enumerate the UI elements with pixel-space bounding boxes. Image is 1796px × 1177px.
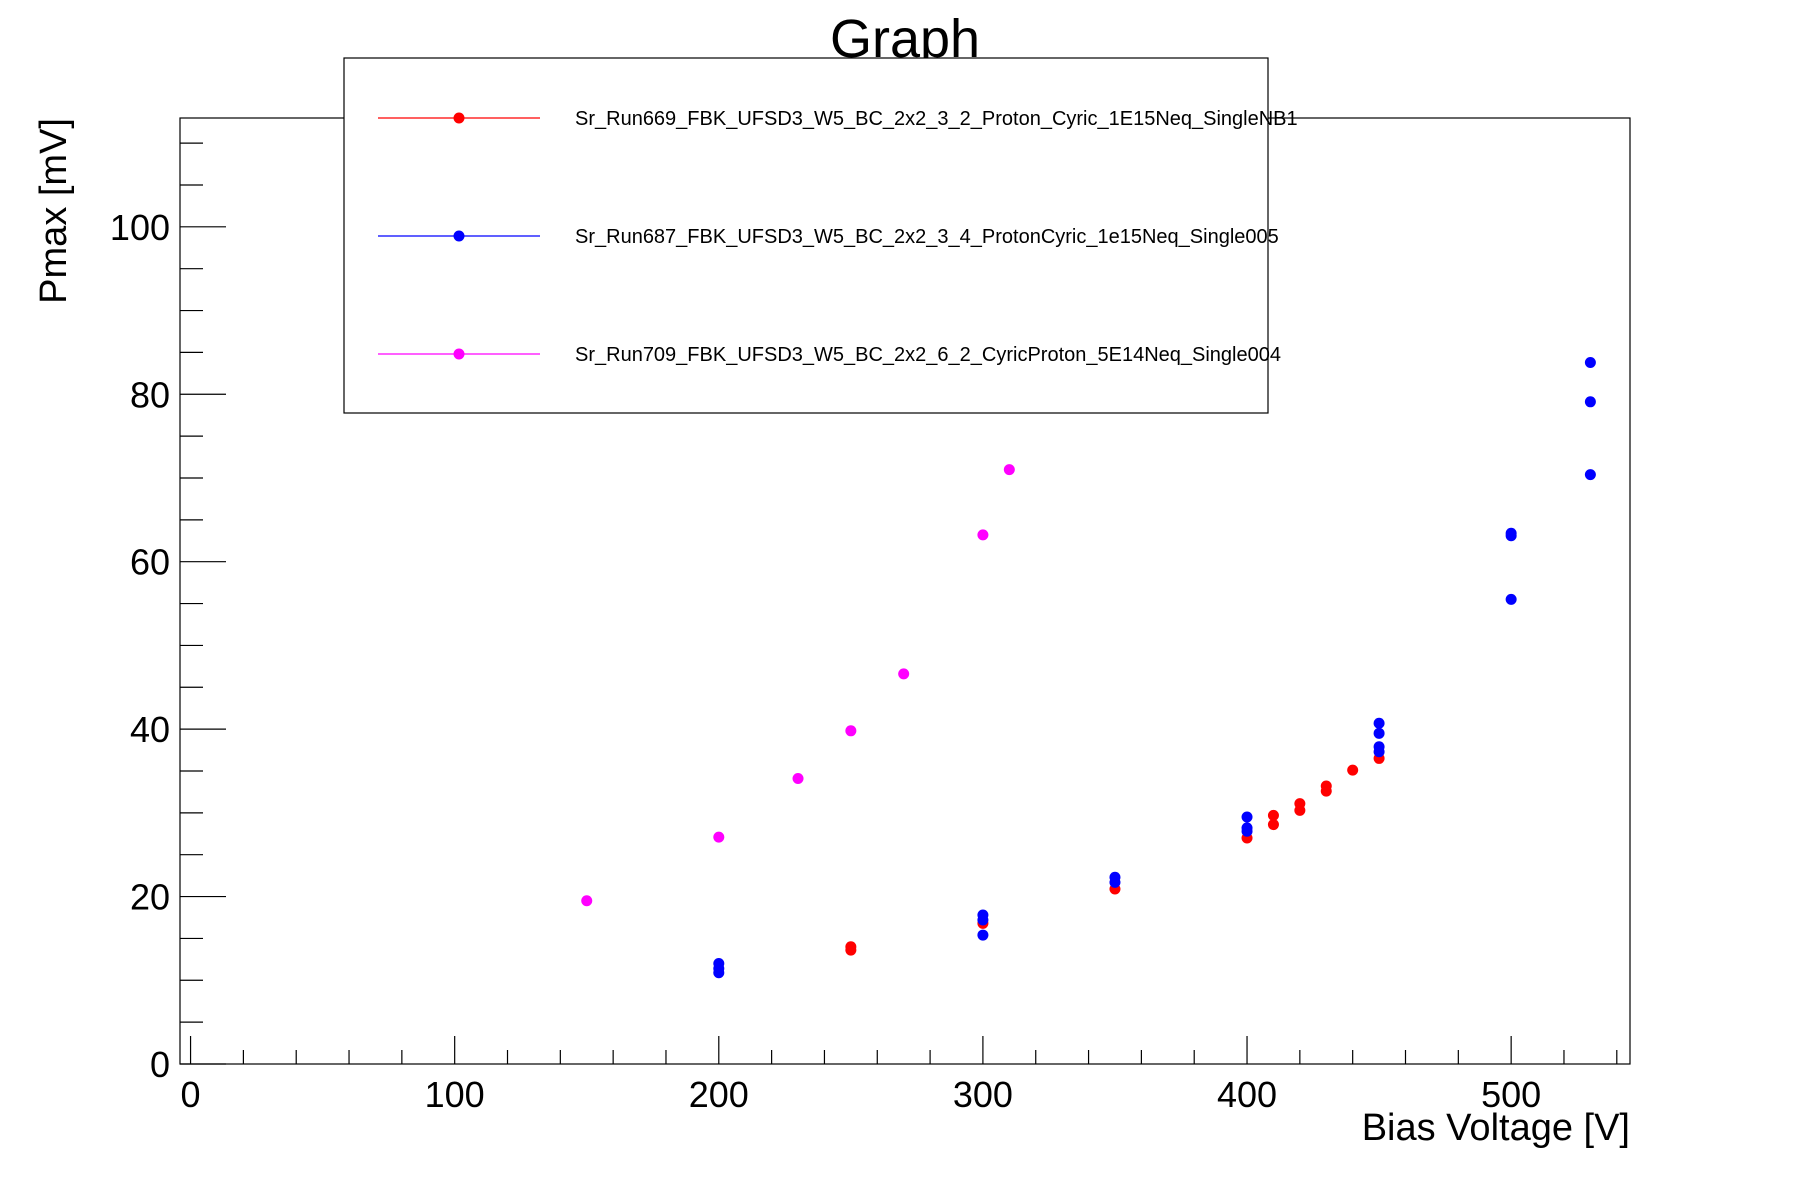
data-point-series-1 bbox=[1320, 785, 1332, 797]
data-point-series-3 bbox=[792, 773, 804, 785]
data-point-series-2 bbox=[1584, 356, 1596, 368]
data-point-series-3 bbox=[581, 895, 593, 907]
y-tick-label: 20 bbox=[130, 877, 170, 918]
data-point-series-1 bbox=[845, 944, 857, 956]
legend-marker bbox=[453, 230, 465, 242]
data-point-series-1 bbox=[1294, 804, 1306, 816]
data-point-series-1 bbox=[1267, 819, 1279, 831]
legend-label: Sr_Run687_FBK_UFSD3_W5_BC_2x2_3_4_Proton… bbox=[575, 226, 1279, 248]
data-point-series-3 bbox=[898, 668, 910, 680]
legend-marker bbox=[453, 348, 465, 360]
x-tick-label: 200 bbox=[689, 1074, 749, 1115]
y-tick-label: 80 bbox=[130, 374, 170, 415]
data-point-series-2 bbox=[1109, 876, 1121, 888]
data-point-series-2 bbox=[1584, 396, 1596, 408]
data-point-series-2 bbox=[1241, 811, 1253, 823]
data-point-series-2 bbox=[1373, 727, 1385, 739]
data-point-series-2 bbox=[977, 929, 989, 941]
data-point-series-3 bbox=[977, 529, 989, 541]
data-point-series-3 bbox=[845, 725, 857, 737]
y-tick-label: 40 bbox=[130, 709, 170, 750]
data-point-series-3 bbox=[1003, 464, 1015, 476]
x-axis-title: Bias Voltage [V] bbox=[1362, 1107, 1630, 1149]
legend-marker bbox=[453, 112, 465, 124]
data-point-series-2 bbox=[977, 914, 989, 926]
y-tick-label: 100 bbox=[110, 207, 170, 248]
x-tick-label: 400 bbox=[1217, 1074, 1277, 1115]
y-tick-label: 60 bbox=[130, 542, 170, 583]
data-point-series-2 bbox=[1505, 530, 1517, 542]
y-tick-label: 0 bbox=[150, 1044, 170, 1085]
legend-label: Sr_Run709_FBK_UFSD3_W5_BC_2x2_6_2_CyricP… bbox=[575, 344, 1281, 366]
y-axis-title: Pmax [mV] bbox=[33, 118, 75, 304]
data-point-series-2 bbox=[1505, 593, 1517, 605]
legend-label: Sr_Run669_FBK_UFSD3_W5_BC_2x2_3_2_Proton… bbox=[575, 108, 1298, 130]
x-tick-label: 300 bbox=[953, 1074, 1013, 1115]
data-point-series-1 bbox=[1267, 809, 1279, 821]
data-point-series-1 bbox=[1347, 764, 1359, 776]
legend: Sr_Run669_FBK_UFSD3_W5_BC_2x2_3_2_Proton… bbox=[343, 57, 1298, 414]
x-tick-label: 100 bbox=[425, 1074, 485, 1115]
data-point-series-2 bbox=[713, 967, 725, 979]
data-point-series-2 bbox=[1241, 825, 1253, 837]
x-tick-label: 0 bbox=[181, 1074, 201, 1115]
data-point-series-2 bbox=[1373, 746, 1385, 758]
x-tick-label: 500 bbox=[1481, 1074, 1541, 1115]
data-point-series-2 bbox=[1373, 717, 1385, 729]
data-point-series-2 bbox=[1584, 469, 1596, 481]
data-point-series-3 bbox=[713, 831, 725, 843]
